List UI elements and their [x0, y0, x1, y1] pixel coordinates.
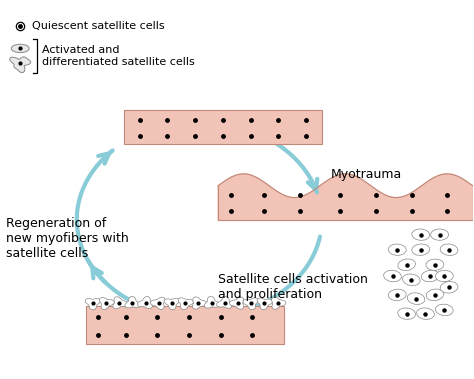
Polygon shape [100, 298, 114, 310]
Text: Activated and
differentiated satellite cells: Activated and differentiated satellite c… [42, 45, 195, 67]
Text: Satellite cells activation
and proliferation: Satellite cells activation and prolifera… [218, 273, 368, 301]
Text: Myotrauma: Myotrauma [331, 168, 402, 181]
Bar [86, 306, 284, 344]
Polygon shape [125, 296, 140, 308]
Ellipse shape [431, 229, 448, 240]
Polygon shape [10, 57, 31, 72]
Ellipse shape [388, 289, 406, 301]
Polygon shape [229, 297, 244, 309]
Ellipse shape [440, 282, 458, 293]
Polygon shape [217, 296, 232, 309]
Polygon shape [204, 296, 219, 308]
Ellipse shape [417, 308, 434, 319]
Ellipse shape [402, 274, 420, 286]
Ellipse shape [436, 304, 453, 316]
Polygon shape [85, 299, 100, 310]
Polygon shape [272, 297, 286, 309]
Ellipse shape [398, 259, 415, 271]
Ellipse shape [11, 44, 29, 53]
Polygon shape [243, 298, 258, 310]
Ellipse shape [440, 244, 458, 255]
Polygon shape [113, 297, 128, 309]
Polygon shape [218, 174, 473, 219]
Ellipse shape [436, 270, 453, 282]
Polygon shape [192, 297, 207, 309]
Ellipse shape [407, 293, 425, 304]
Ellipse shape [383, 270, 401, 282]
Polygon shape [137, 297, 152, 309]
Ellipse shape [412, 244, 430, 255]
Polygon shape [178, 298, 193, 310]
Text: Regeneration of
new myofibers with
satellite cells: Regeneration of new myofibers with satel… [6, 217, 129, 260]
Bar [124, 111, 322, 144]
Ellipse shape [426, 289, 444, 301]
Ellipse shape [398, 308, 416, 319]
Ellipse shape [426, 259, 444, 270]
Polygon shape [257, 298, 273, 310]
Polygon shape [150, 297, 165, 310]
Text: Quiescent satellite cells: Quiescent satellite cells [32, 21, 164, 31]
Ellipse shape [388, 244, 406, 255]
Ellipse shape [412, 229, 430, 240]
Ellipse shape [421, 270, 439, 282]
Polygon shape [164, 298, 180, 310]
